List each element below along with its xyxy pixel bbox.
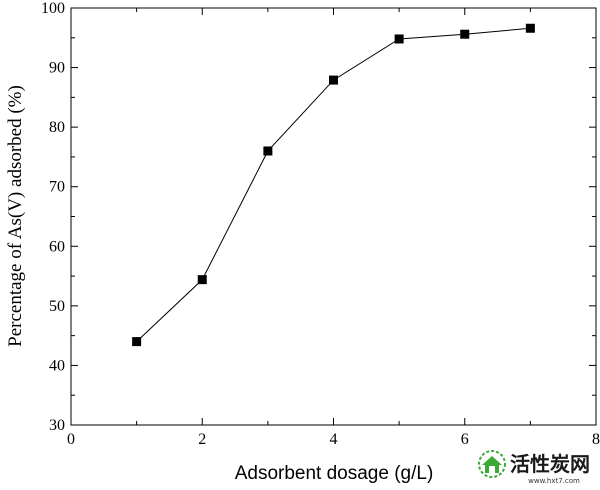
y-axis-label: Percentage of As(V) adsorbed (%) [5, 85, 26, 347]
series [132, 23, 535, 347]
watermark-text: 活性炭网 [510, 452, 590, 476]
x-tick-label: 6 [461, 431, 469, 448]
data-point [460, 29, 470, 39]
watermark-subtext: www.hxt7.com [528, 477, 580, 485]
plot-frame [70, 7, 597, 426]
y-tick-label: 60 [49, 238, 65, 255]
data-point [197, 275, 207, 285]
data-point [263, 146, 273, 156]
y-tick-label: 50 [49, 298, 65, 315]
data-point [394, 34, 404, 44]
y-tick-label: 70 [49, 179, 65, 196]
x-tick-label: 2 [198, 431, 206, 448]
y-tick-label: 80 [49, 119, 65, 136]
x-axis-label: Adsorbent dosage (g/L) [235, 463, 434, 484]
data-point [329, 75, 338, 85]
axes: 0 2 4 6 8 30 40 50 60 70 80 90 100 [41, 0, 600, 448]
y-tick-label: 30 [49, 417, 65, 434]
y-tick-label: 100 [41, 0, 65, 17]
x-tick-label: 8 [592, 431, 600, 448]
x-tick-label: 4 [330, 431, 338, 448]
watermark: 活性炭网 www.hxt7.com [474, 447, 598, 485]
y-tick-label: 90 [49, 60, 65, 77]
data-point [525, 23, 535, 33]
y-tick-label: 40 [49, 357, 65, 374]
series-line [136, 27, 531, 342]
watermark-house-icon [478, 450, 506, 478]
data-point [132, 337, 142, 347]
x-tick-label: 0 [67, 431, 75, 448]
